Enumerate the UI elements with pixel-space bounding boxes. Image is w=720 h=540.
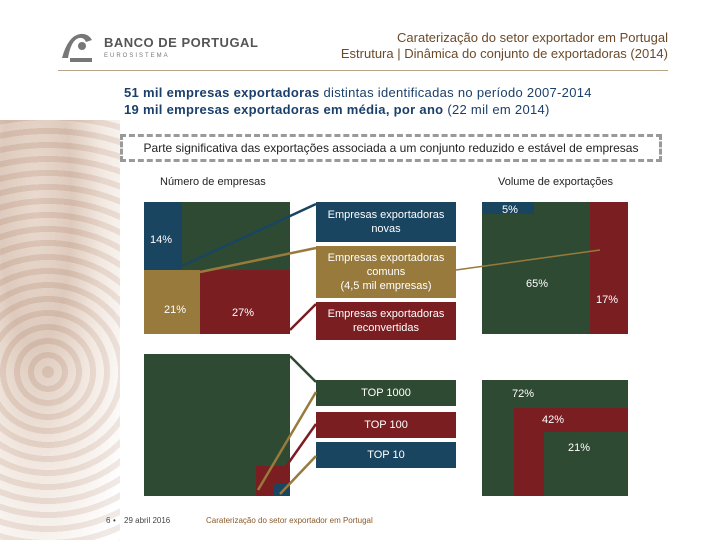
legend-reconv: Empresas exportadoras reconvertidas [316,302,456,340]
left-new-box [144,202,182,270]
right-top100-pct: 42% [542,414,565,426]
right-top10-pct: 21% [568,442,591,454]
footer-date: 29 abril 2016 [124,516,171,525]
legend-new: Empresas exportadoras novas [316,202,456,242]
legend-common-sub: (4,5 mil empresas) [340,280,432,292]
connector-top1000-left [289,355,317,383]
legend-top10-label: TOP 10 [367,449,405,461]
right-reconv-pct: 17% [596,294,619,306]
logo-sub: EUROSISTEMA [104,53,170,59]
legend-top1000-label: TOP 1000 [361,387,411,399]
connector-top1000-mid [256,391,318,491]
left-common-pct: 21% [164,304,187,316]
intro-line1-rest: distintas identificadas no período 2007-… [319,85,592,100]
subtitle-rest: | Dinâmica do conjunto de exportadoras (… [393,46,668,61]
footer-page: 6 [106,516,111,525]
legend-top100-label: TOP 100 [364,419,408,431]
intro-line2-rest: (22 mil em 2014) [443,102,550,117]
header-divider [58,70,668,71]
page-subtitle: Estrutura | Dinâmica do conjunto de expo… [341,46,668,62]
legend-common-label: Empresas exportadoras comuns [327,252,445,278]
legend-reconv-label: Empresas exportadoras reconvertidas [327,308,445,334]
logo-name: BANCO DE PORTUGAL [104,35,259,50]
header-title-block: Caraterização do setor exportador em Por… [341,30,668,62]
left-reconv-box [200,270,290,334]
connector-top10-left [279,455,317,495]
legend-top100: TOP 100 [316,412,456,438]
legend-top10: TOP 10 [316,442,456,468]
left-column-title: Número de empresas [160,176,266,188]
footer-caption: Caraterização do setor exportador em Por… [206,516,373,525]
footer-separator-icon: • [113,516,116,525]
subtitle-prefix: Estrutura [340,46,394,61]
background-photo [0,120,120,540]
legend-common: Empresas exportadoras comuns (4,5 mil em… [316,246,456,298]
callout-box: Parte significativa das exportações asso… [120,134,662,162]
legend-top1000: TOP 1000 [316,380,456,406]
intro-line2-bold: 19 mil empresas exportadoras em média, p… [124,102,444,117]
right-new-box [482,202,534,214]
left-common-box [144,270,200,334]
logo-emblem-icon [62,33,92,62]
connector-top100-left [266,423,318,493]
right-top10-box [544,432,628,496]
page-title: Caraterização do setor exportador em Por… [397,30,668,45]
left-new-pct: 14% [150,234,173,246]
left-reconv-pct: 27% [232,307,255,319]
intro-text: 51 mil empresas exportadoras distintas i… [124,84,592,118]
intro-line1-bold: 51 mil empresas exportadoras [124,85,320,100]
connector-new-left [181,202,317,268]
legend-new-label: Empresas exportadoras novas [327,209,445,235]
connector-common-right [455,249,601,271]
bank-logo: BANCO DE PORTUGAL EUROSISTEMA [58,28,258,66]
connector-reconv-left [289,303,317,331]
right-top1000-pct: 72% [512,388,535,400]
right-reconv-box [590,202,628,334]
right-column-title: Volume de exportações [498,176,613,188]
right-common-pct: 65% [526,278,549,290]
connector-common-left [199,246,317,274]
right-new-pct: 5% [502,204,518,216]
